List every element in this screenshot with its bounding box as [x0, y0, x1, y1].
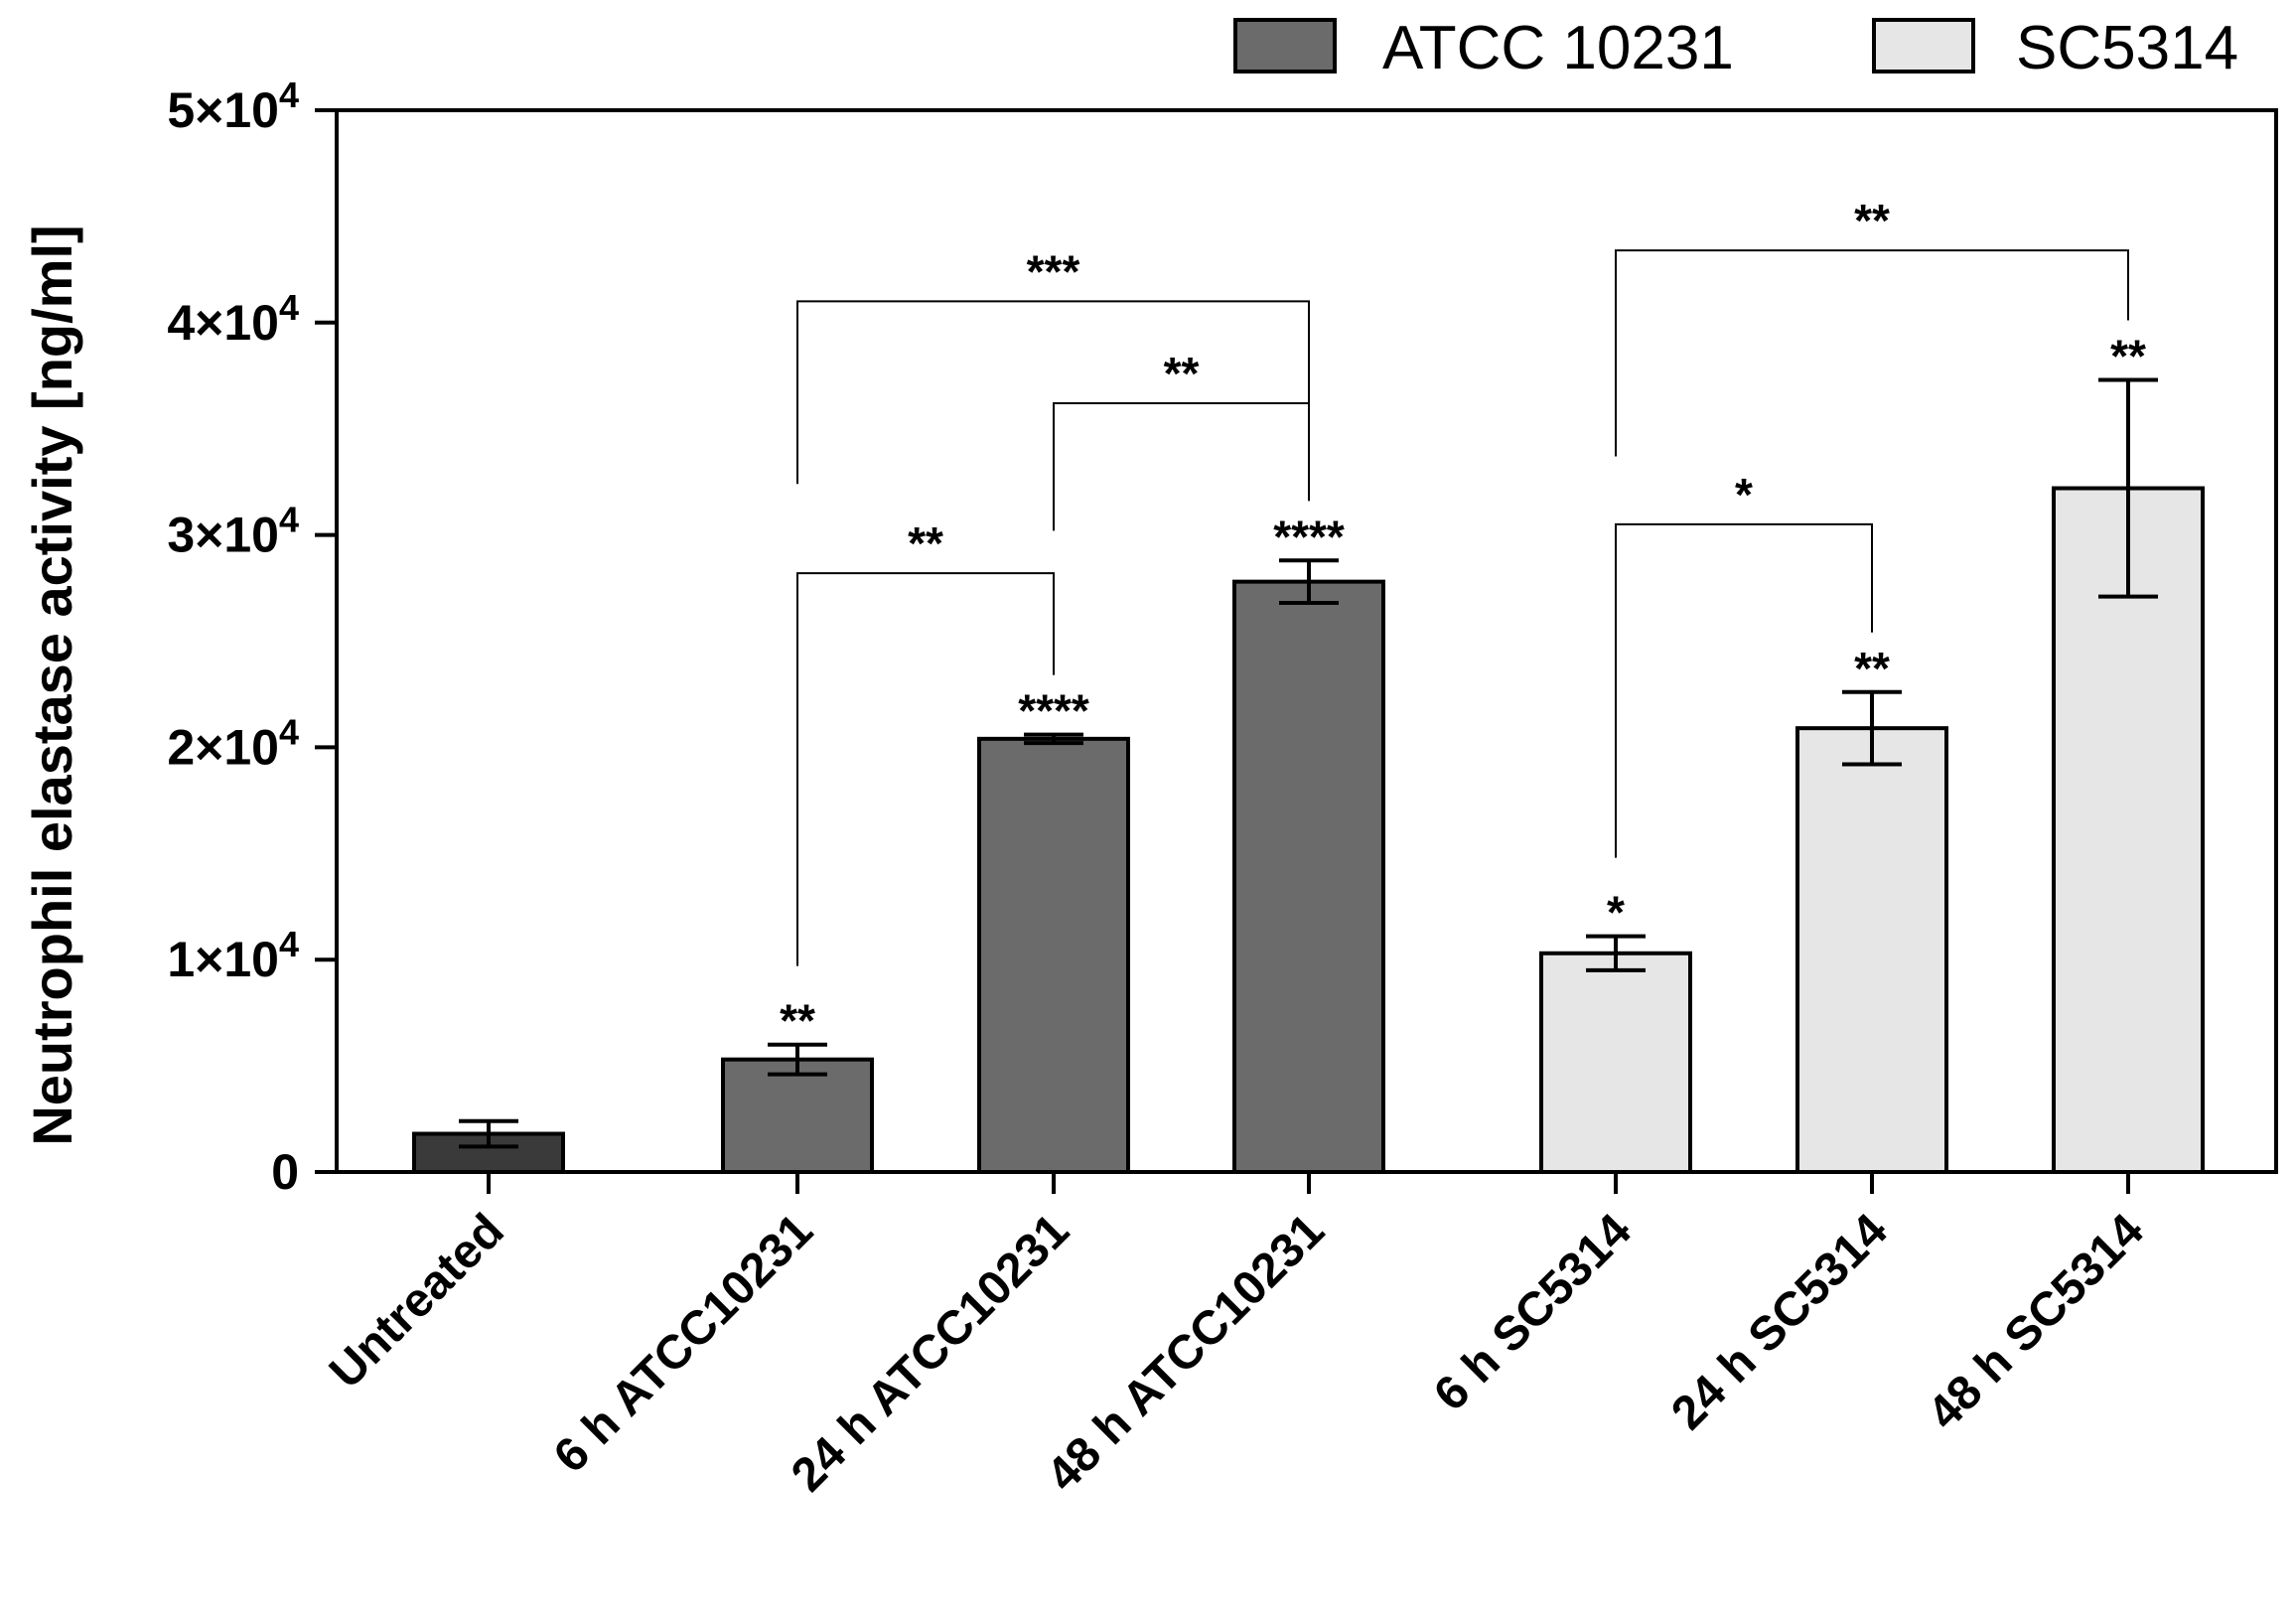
- significance-label-24-h-sc5314: **: [1854, 643, 1890, 694]
- significance-label-24-h-atcc10231: ****: [1018, 685, 1089, 737]
- y-tick-label: 4×104: [167, 287, 299, 351]
- y-tick-label: 2×104: [167, 711, 299, 775]
- x-tick-label-6-h-atcc10231: 6 h ATCC10231: [544, 1204, 823, 1483]
- comparison-significance-label: ***: [1027, 245, 1080, 297]
- bar-24-h-atcc10231: [977, 736, 1130, 1175]
- comparison-significance-label: **: [1854, 195, 1890, 246]
- legend-label-sc5314: SC5314: [2016, 14, 2238, 82]
- x-tick-label-24-h-sc5314: 24 h SC5314: [1661, 1204, 1898, 1440]
- bar-48-h-atcc10231: [1232, 579, 1385, 1174]
- comparison-significance-label: **: [1164, 348, 1200, 399]
- x-tick-label-untreated: Untreated: [320, 1204, 514, 1398]
- x-tick-label-6-h-sc5314: 6 h SC5314: [1424, 1204, 1642, 1421]
- y-axis-label: Neutrophil elastase activity [ng/ml]: [21, 224, 83, 1145]
- legend-swatch-sc5314: [1872, 18, 1975, 73]
- x-tick-label-24-h-atcc10231: 24 h ATCC10231: [782, 1204, 1079, 1502]
- significance-label-48-h-sc5314: **: [2110, 331, 2146, 382]
- x-tick-label-48-h-sc5314: 48 h SC5314: [1918, 1204, 2154, 1440]
- plot-frame: [335, 108, 2278, 1174]
- comparison-significance-label: *: [1735, 469, 1753, 520]
- y-axis-ticks: 0 1×104 2×104 3×104 4×104 5×104: [167, 74, 337, 1200]
- comparison-bracket: [796, 300, 1310, 502]
- bar-48-h-sc5314: [2052, 486, 2205, 1174]
- y-tick-label: 5×104: [167, 74, 299, 138]
- comparison-bracket: [1615, 249, 2129, 457]
- bar-6-h-atcc10231: [721, 1057, 874, 1175]
- legend: ATCC 10231 SC5314: [1233, 14, 2238, 82]
- legend-label-atcc10231: ATCC 10231: [1382, 14, 1734, 82]
- bar-24-h-sc5314: [1795, 726, 1948, 1175]
- comparison-bracket: [1053, 402, 1310, 531]
- x-tick-label-48-h-atcc10231: 48 h ATCC10231: [1037, 1204, 1335, 1502]
- y-tick-label: 0: [271, 1144, 299, 1200]
- comparison-bracket: [796, 572, 1055, 966]
- comparison-bracket: [1615, 522, 1873, 858]
- significance-label-6-h-sc5314: *: [1607, 887, 1625, 939]
- legend-swatch-atcc10231: [1233, 18, 1337, 73]
- bar-6-h-sc5314: [1539, 951, 1692, 1175]
- y-tick-label: 1×104: [167, 924, 299, 987]
- error-bars: ***************: [459, 331, 2158, 1149]
- significance-label-48-h-atcc10231: ****: [1273, 511, 1345, 562]
- significance-label-6-h-atcc10231: **: [780, 995, 815, 1047]
- comparison-brackets: **********: [796, 195, 2129, 966]
- comparison-significance-label: **: [908, 517, 943, 569]
- y-tick-label: 3×104: [167, 500, 299, 563]
